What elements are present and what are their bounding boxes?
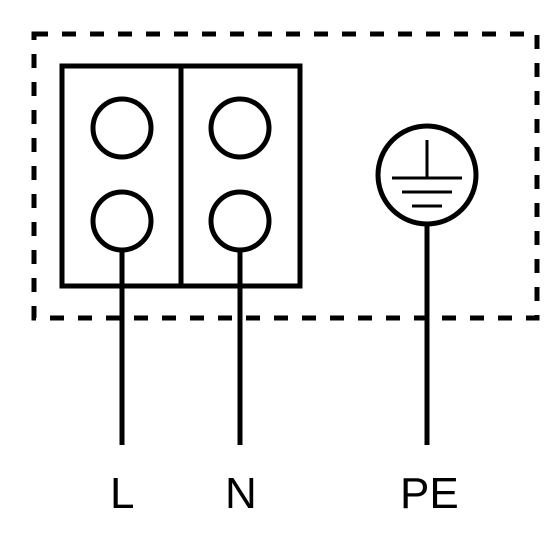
background	[0, 0, 560, 543]
label-n: N	[225, 469, 257, 518]
label-pe: PE	[400, 469, 459, 518]
label-l: L	[110, 469, 134, 518]
